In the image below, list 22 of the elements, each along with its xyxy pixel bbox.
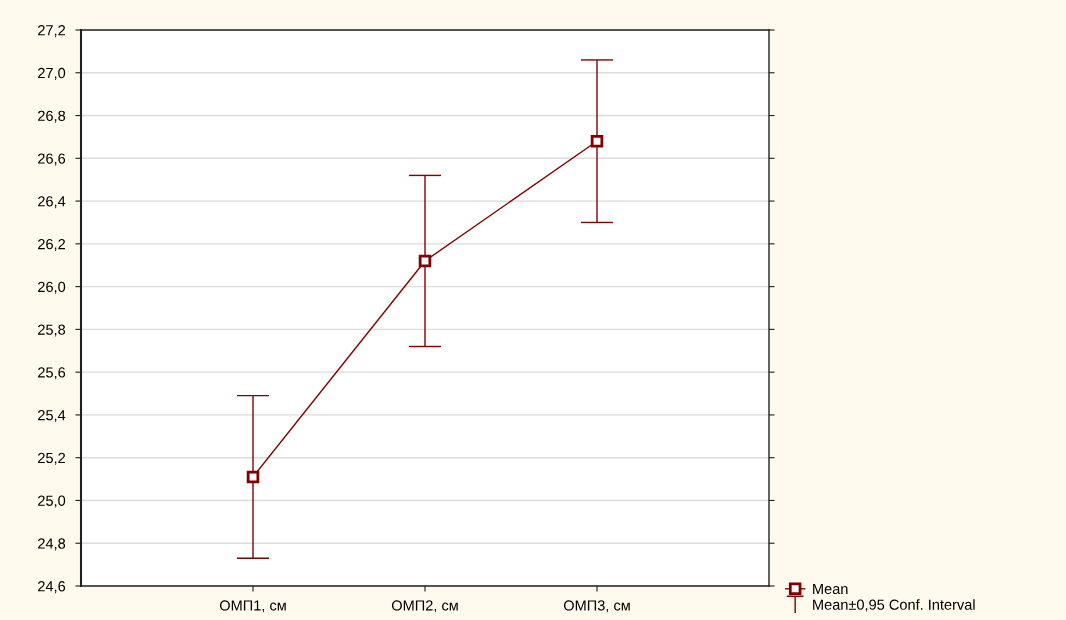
y-tick-label: 27,2 xyxy=(38,25,65,38)
y-tick-label: 24,8 xyxy=(38,538,66,551)
y-tick-label: 26,4 xyxy=(38,196,66,209)
x-tick-label: ОМП2, см xyxy=(391,600,458,613)
text: Mean±0,95 Conf. Interval xyxy=(813,599,975,612)
y-tick-label: 26,6 xyxy=(38,153,66,166)
point xyxy=(590,134,604,148)
y-tick-label: 24,6 xyxy=(38,581,66,594)
y-tick-label: 27,0 xyxy=(38,67,66,80)
y-tick-label: 25,0 xyxy=(38,495,66,508)
y-tick-label: 26,2 xyxy=(38,238,65,251)
y-tick-label: 25,6 xyxy=(38,367,66,380)
y-tick-label: 25,2 xyxy=(38,452,65,465)
point xyxy=(246,470,260,484)
y-tick-label: 25,8 xyxy=(38,324,66,337)
y-tick-label: 25,4 xyxy=(38,410,66,423)
y-tick-label: 26,0 xyxy=(38,281,66,294)
y-tick-label: 26,8 xyxy=(38,110,66,123)
x-tick-label: ОМП1, см xyxy=(219,600,286,613)
legend-label: Mean xyxy=(813,583,848,595)
x-tick-label: ОМП3, см xyxy=(563,600,630,613)
point xyxy=(418,254,432,268)
